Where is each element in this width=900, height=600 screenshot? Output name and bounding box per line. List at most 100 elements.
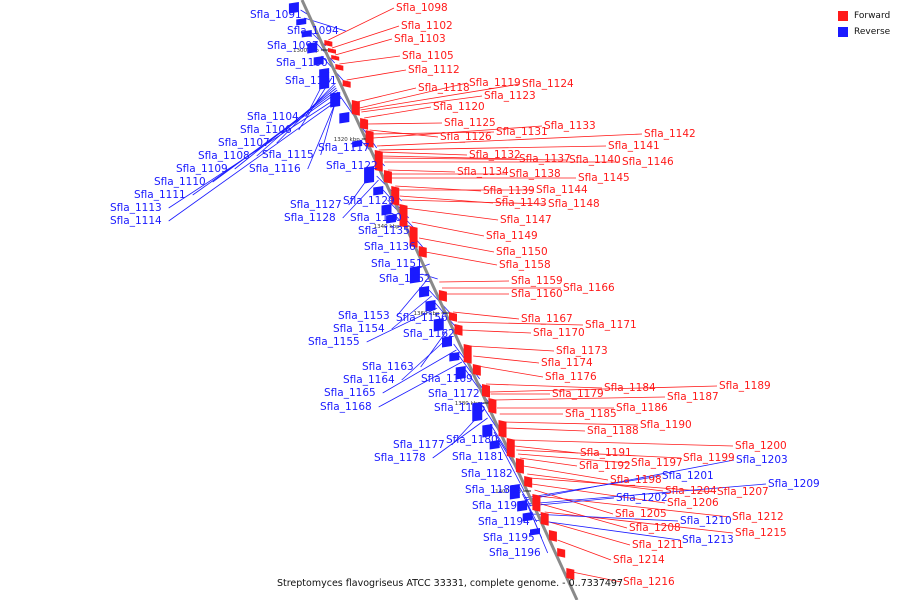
gene-label[interactable]: Sfla_1149 (486, 230, 538, 242)
gene-label[interactable]: Sfla_1131 (496, 126, 548, 138)
reverse-gene-block[interactable] (482, 424, 493, 438)
gene-label[interactable]: Sfla_1137 (519, 153, 571, 165)
reverse-gene-block[interactable] (373, 186, 384, 196)
reverse-gene-block[interactable] (307, 42, 318, 54)
gene-label[interactable]: Sfla_1201 (662, 470, 714, 482)
gene-label[interactable]: Sfla_1108 (198, 150, 250, 162)
forward-gene-block[interactable] (418, 246, 427, 258)
reverse-gene-block[interactable] (509, 484, 520, 500)
gene-label[interactable]: Sfla_1100 (276, 57, 328, 69)
gene-label[interactable]: Sfla_1173 (556, 345, 608, 357)
forward-gene-block[interactable] (409, 226, 418, 248)
gene-label[interactable]: Sfla_1196 (489, 547, 541, 559)
forward-gene-block[interactable] (360, 118, 369, 130)
forward-gene-block[interactable] (482, 384, 490, 398)
forward-gene-block[interactable] (374, 150, 383, 172)
gene-label[interactable]: Sfla_1133 (544, 120, 596, 132)
gene-label[interactable]: Sfla_1195 (483, 532, 535, 544)
reverse-gene-block[interactable] (472, 402, 483, 422)
reverse-gene-block[interactable] (313, 56, 324, 66)
forward-gene-block[interactable] (399, 204, 408, 228)
forward-gene-block[interactable] (449, 312, 457, 322)
gene-label[interactable]: Sfla_1181 (452, 451, 504, 463)
gene-label[interactable]: Sfla_1101 (285, 75, 337, 87)
forward-gene-block[interactable] (488, 398, 497, 414)
reverse-gene-block[interactable] (409, 266, 420, 284)
gene-label[interactable]: Sfla_1117 (318, 142, 370, 154)
gene-label[interactable]: Sfla_1167 (521, 313, 573, 325)
gene-label[interactable]: Sfla_1200 (735, 440, 787, 452)
gene-label[interactable]: Sfla_1144 (536, 184, 588, 196)
gene-label[interactable]: Sfla_1186 (616, 402, 668, 414)
gene-label[interactable]: Sfla_1190 (640, 419, 692, 431)
reverse-gene-block[interactable] (419, 286, 430, 298)
gene-label[interactable]: Sfla_1145 (578, 172, 630, 184)
reverse-gene-block[interactable] (330, 92, 341, 108)
forward-gene-block[interactable] (438, 290, 447, 302)
gene-label[interactable]: Sfla_1127 (290, 199, 342, 211)
gene-label[interactable]: Sfla_1205 (615, 508, 667, 520)
gene-label[interactable]: Sfla_1192 (579, 460, 631, 472)
gene-label[interactable]: Sfla_1123 (484, 90, 536, 102)
gene-label[interactable]: Sfla_1158 (499, 259, 551, 271)
gene-label[interactable]: Sfla_1172 (428, 388, 480, 400)
gene-label[interactable]: Sfla_1155 (308, 336, 360, 348)
gene-label[interactable]: Sfla_1203 (736, 454, 788, 466)
forward-gene-block[interactable] (557, 548, 566, 558)
gene-label[interactable]: Sfla_1215 (735, 527, 787, 539)
forward-gene-block[interactable] (506, 438, 515, 458)
gene-label[interactable]: Sfla_1091 (250, 9, 302, 21)
reverse-gene-block[interactable] (301, 30, 312, 38)
gene-label[interactable]: Sfla_1177 (393, 439, 445, 451)
forward-gene-block[interactable] (524, 476, 533, 488)
gene-label[interactable]: Sfla_1183 (465, 484, 517, 496)
reverse-gene-block[interactable] (433, 318, 444, 332)
reverse-gene-block[interactable] (386, 214, 397, 224)
gene-label[interactable]: Sfla_1130 (350, 212, 402, 224)
gene-label[interactable]: Sfla_1125 (444, 117, 496, 129)
forward-gene-block[interactable] (335, 64, 344, 71)
gene-label[interactable]: Sfla_1213 (682, 534, 734, 546)
forward-gene-block[interactable] (532, 494, 541, 512)
gene-label[interactable]: Sfla_1098 (396, 2, 448, 14)
gene-label[interactable]: Sfla_1138 (509, 168, 561, 180)
gene-label[interactable]: Sfla_1168 (320, 401, 372, 413)
reverse-gene-block[interactable] (442, 336, 452, 348)
gene-label[interactable]: Sfla_1097 (267, 40, 319, 52)
gene-label[interactable]: Sfla_1209 (768, 478, 820, 490)
gene-label[interactable]: Sfla_1113 (110, 202, 162, 214)
gene-label[interactable]: Sfla_1187 (667, 391, 719, 403)
gene-label[interactable]: Sfla_1120 (433, 101, 485, 113)
reverse-gene-block[interactable] (339, 112, 350, 124)
forward-gene-block[interactable] (472, 364, 481, 376)
reverse-gene-block[interactable] (489, 440, 500, 450)
gene-label[interactable]: Sfla_1126 (440, 131, 492, 143)
reverse-gene-block[interactable] (381, 204, 392, 216)
gene-label[interactable]: Sfla_1094 (287, 25, 339, 37)
gene-label[interactable]: Sfla_1107 (218, 137, 270, 149)
gene-label[interactable]: Sfla_1143 (495, 197, 547, 209)
gene-label[interactable]: Sfla_1124 (522, 78, 574, 90)
reverse-gene-block[interactable] (352, 140, 363, 148)
forward-gene-block[interactable] (328, 48, 336, 54)
gene-label[interactable]: Sfla_1118 (418, 82, 470, 94)
reverse-gene-block[interactable] (522, 512, 533, 522)
gene-label[interactable]: Sfla_1208 (629, 522, 681, 534)
gene-label[interactable]: Sfla_1207 (717, 486, 769, 498)
gene-label[interactable]: Sfla_1146 (622, 156, 674, 168)
gene-label[interactable]: Sfla_1169 (421, 373, 473, 385)
gene-label[interactable]: Sfla_1114 (110, 215, 162, 227)
reverse-gene-block[interactable] (449, 352, 460, 362)
gene-label[interactable]: Sfla_1178 (374, 452, 426, 464)
gene-label[interactable]: Sfla_1132 (469, 149, 521, 161)
gene-label[interactable]: Sfla_1153 (338, 310, 390, 322)
gene-label[interactable]: Sfla_1139 (483, 185, 535, 197)
gene-label[interactable]: Sfla_1151 (371, 258, 423, 270)
gene-label[interactable]: Sfla_1156 (396, 312, 448, 324)
gene-label[interactable]: Sfla_1176 (545, 371, 597, 383)
gene-label[interactable]: Sfla_1116 (249, 163, 301, 175)
forward-gene-block[interactable] (324, 40, 333, 47)
gene-label[interactable]: Sfla_1194 (478, 516, 530, 528)
reverse-gene-block[interactable] (296, 18, 307, 26)
gene-label[interactable]: Sfla_1162 (403, 328, 455, 340)
